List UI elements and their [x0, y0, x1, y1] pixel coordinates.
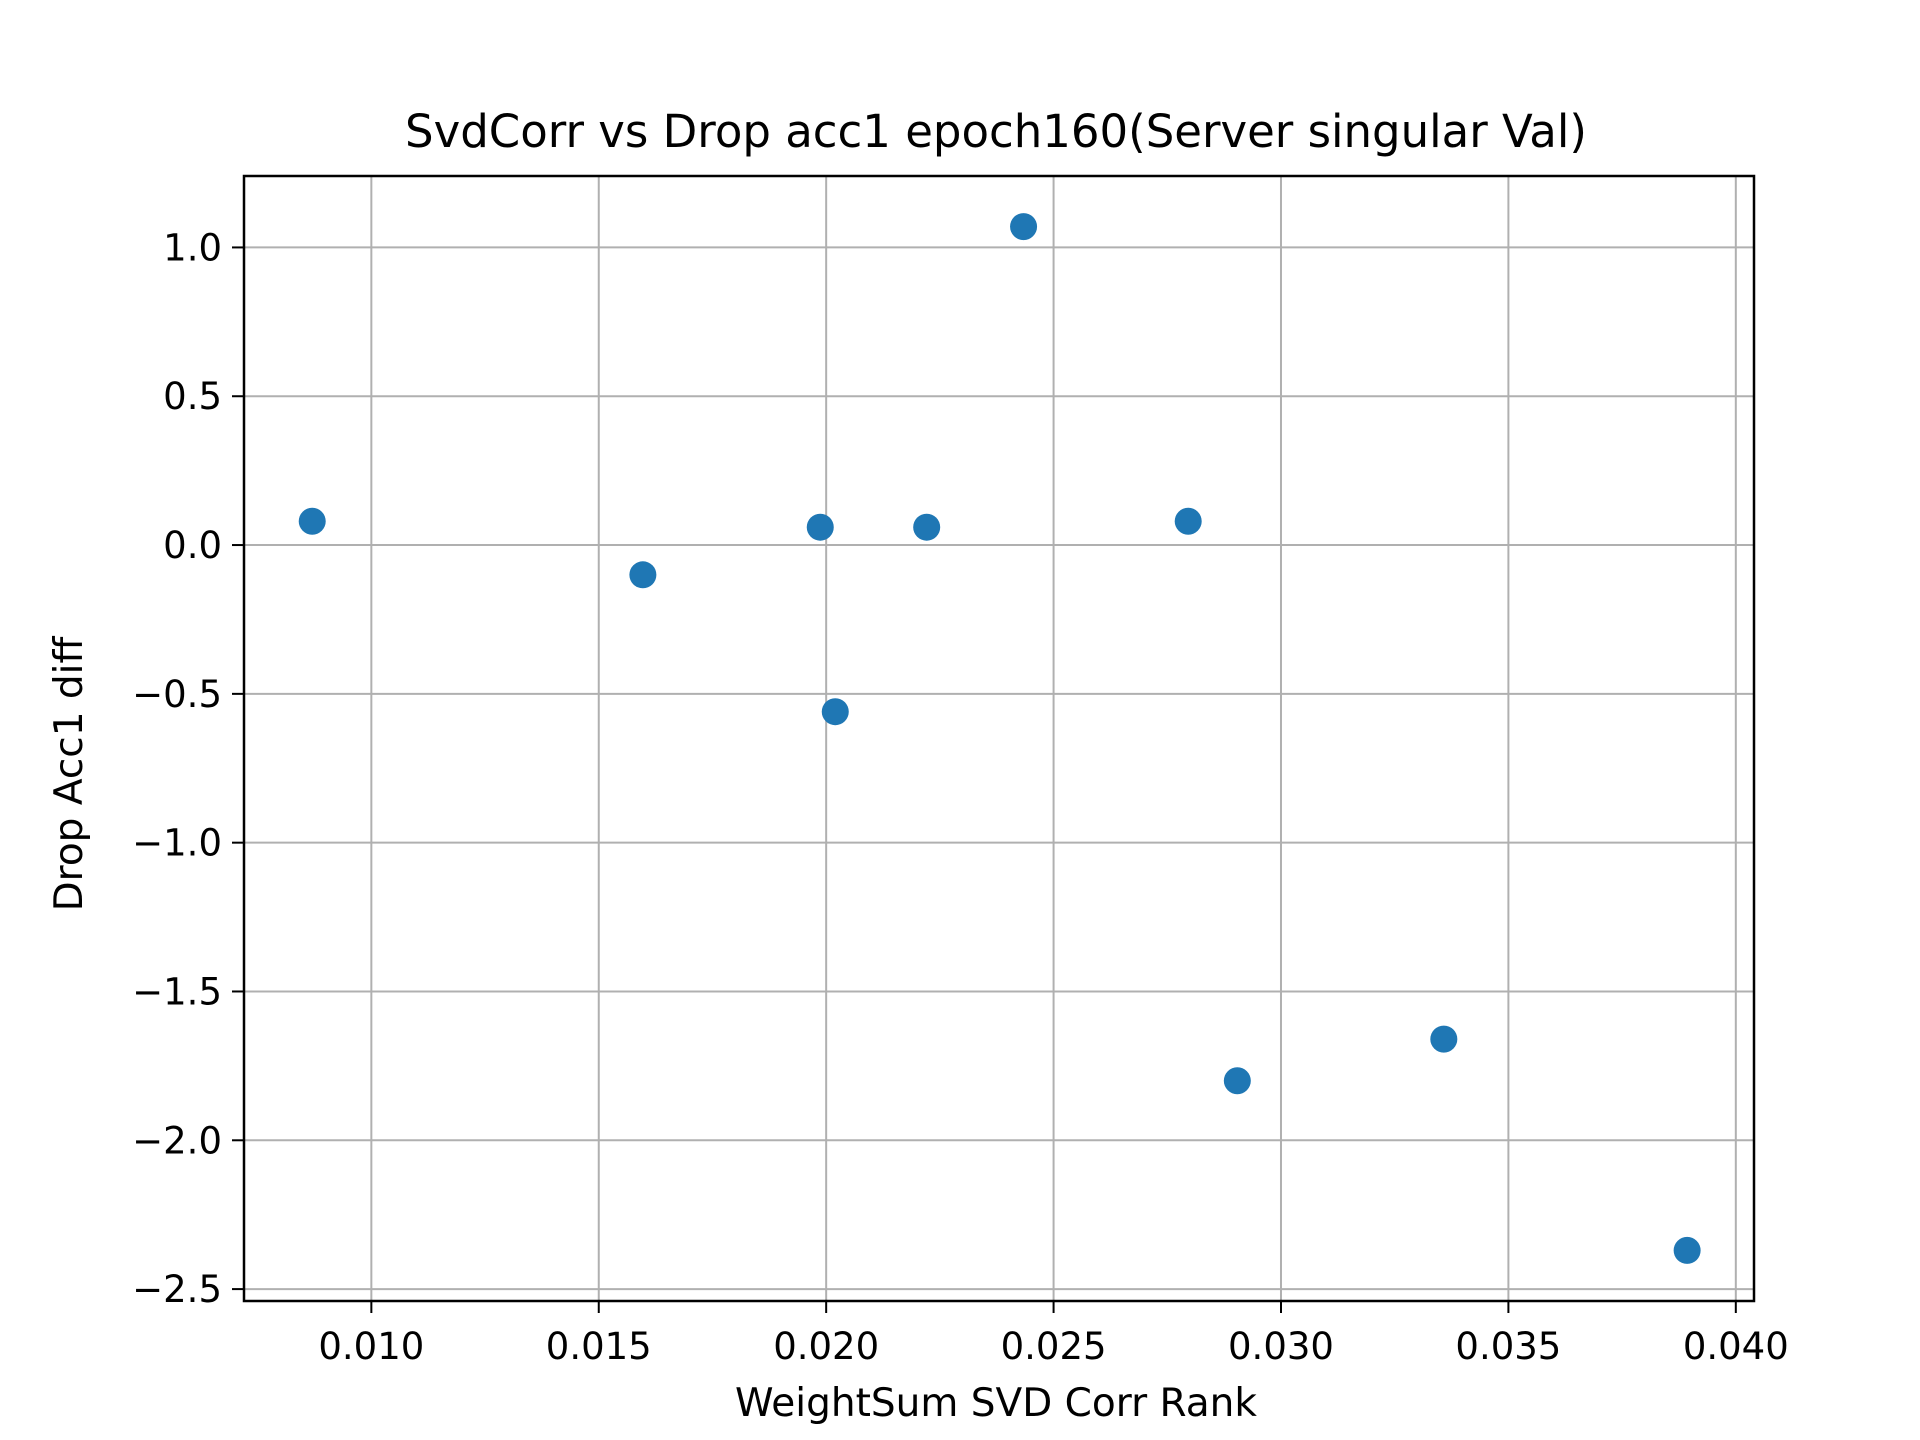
- scatter-point: [629, 561, 657, 589]
- scatter-point: [806, 513, 834, 541]
- y-tick-label: 0.5: [163, 375, 222, 418]
- x-tick-label: 0.015: [546, 1325, 652, 1368]
- x-tick-label: 0.010: [318, 1325, 424, 1368]
- x-tick-label: 0.025: [1001, 1325, 1107, 1368]
- y-axis-label: Drop Acc1 diff: [47, 635, 92, 911]
- scatter-point: [1174, 507, 1202, 535]
- x-tick-label: 0.035: [1455, 1325, 1561, 1368]
- scatter-point: [913, 513, 941, 541]
- y-tick-label: −1.5: [132, 970, 222, 1013]
- y-tick-label: −2.0: [132, 1119, 222, 1162]
- y-tick-label: −0.5: [132, 673, 222, 716]
- x-tick-label: 0.020: [773, 1325, 879, 1368]
- x-axis-label: WeightSum SVD Corr Rank: [735, 1381, 1257, 1426]
- scatter-point: [298, 507, 326, 535]
- x-tick-label: 0.030: [1228, 1325, 1334, 1368]
- grid: [244, 176, 1754, 1301]
- y-tick-label: 0.0: [163, 524, 222, 567]
- scatter-point: [821, 698, 849, 726]
- data-points: [298, 213, 1701, 1264]
- x-tick-label: 0.040: [1683, 1325, 1789, 1368]
- scatter-point: [1673, 1236, 1701, 1264]
- plot-frame: [242, 174, 1756, 1303]
- y-tick-label: −1.0: [132, 822, 222, 865]
- y-tick-label: 1.0: [163, 226, 222, 269]
- chart-title: SvdCorr vs Drop acc1 epoch160(Server sin…: [405, 105, 1587, 158]
- ticks: 0.010 0.015 0.020 0.025 0.030 0.035 0.040 1.0 0.…: [132, 226, 1789, 1368]
- scatter-point: [1430, 1025, 1458, 1053]
- y-tick-label: −2.5: [132, 1268, 222, 1311]
- scatter-point: [1010, 213, 1038, 241]
- scatter-point: [1223, 1067, 1251, 1095]
